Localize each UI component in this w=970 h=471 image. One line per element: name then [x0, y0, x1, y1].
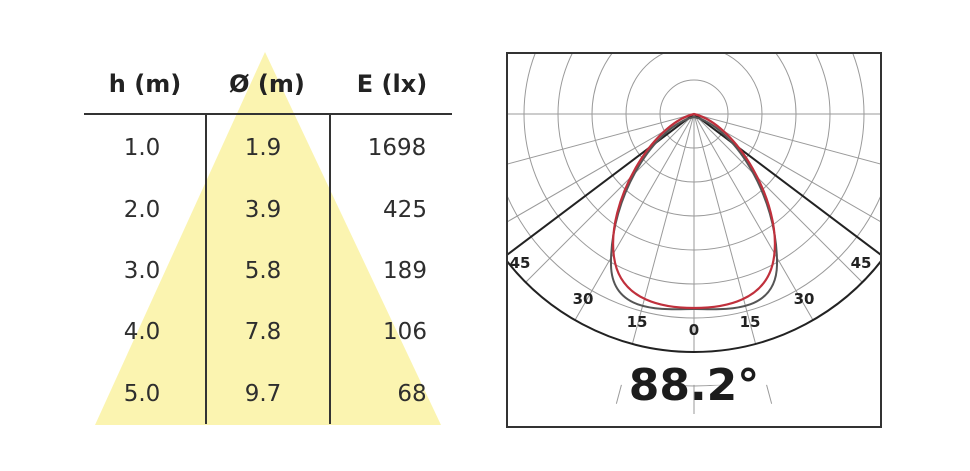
cell-diameter-5: 9.7 [244, 381, 282, 407]
angle-label-5: 30 [794, 290, 815, 308]
angle-label-6: 45 [851, 254, 872, 272]
angle-labels: 45 30 15 0 15 30 45 [510, 254, 872, 339]
angle-label-1: 30 [573, 290, 594, 308]
cell-illuminance-4: 106 [383, 319, 427, 345]
beam-angle-value: 88.2° [628, 360, 760, 411]
cell-illuminance-2: 425 [383, 197, 427, 223]
angle-label-3: 0 [689, 321, 699, 339]
scale-mask [506, 259, 882, 385]
beam-line-left [506, 113, 695, 257]
polar-graphics: 45 30 15 0 15 30 45 [506, 52, 882, 428]
cell-illuminance-3: 189 [383, 258, 427, 284]
angle-label-4: 15 [740, 313, 761, 331]
diagram-frame [506, 52, 882, 428]
cell-diameter-3: 5.8 [244, 258, 282, 284]
cell-diameter-4: 7.8 [244, 319, 282, 345]
cell-height-5: 5.0 [123, 381, 161, 407]
header-height: h (m) [108, 70, 182, 98]
curve-c90 [611, 112, 777, 310]
table-graphics [84, 52, 452, 425]
header-diameter: Ø (m) [229, 70, 305, 98]
grid-spoke [693, 113, 881, 165]
cell-height-2: 2.0 [123, 197, 161, 223]
grid-spoke [693, 113, 881, 223]
light-cone [95, 52, 441, 425]
polar-diagram: 45 30 15 0 15 30 45 88.2° [506, 52, 882, 428]
grid-spoke [507, 113, 695, 223]
beam-line-right [693, 113, 882, 257]
intensity-curves [609, 112, 779, 311]
beam-angle-lines [506, 113, 882, 257]
angle-label-2: 15 [627, 313, 648, 331]
cell-diameter-1: 1.9 [244, 135, 282, 161]
header-illuminance: E (lx) [356, 70, 428, 98]
scale-arc [506, 258, 882, 353]
angle-scale [506, 258, 882, 385]
cell-illuminance-1: 1698 [367, 135, 427, 161]
cell-illuminance-5: 68 [397, 381, 427, 407]
cell-height-1: 1.0 [123, 135, 161, 161]
cell-height-4: 4.0 [123, 319, 161, 345]
grid-spoke [507, 113, 695, 165]
cell-diameter-2: 3.9 [244, 197, 282, 223]
photometric-table: h (m) Ø (m) E (lx) 1.0 1.9 1698 2.0 3.9 … [0, 0, 480, 471]
cell-height-3: 3.0 [123, 258, 161, 284]
angle-label-0: 45 [510, 254, 531, 272]
